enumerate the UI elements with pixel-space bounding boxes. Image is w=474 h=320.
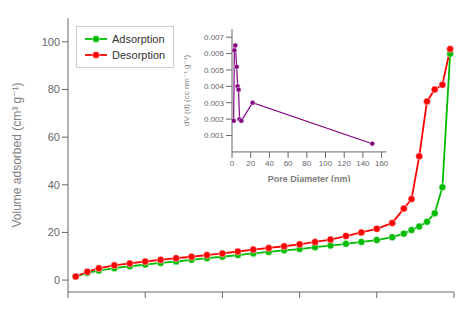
svg-text:0: 0 bbox=[54, 274, 60, 286]
html-text:Desorption: Desorption bbox=[112, 49, 166, 61]
svg-text:140: 140 bbox=[356, 159, 370, 168]
svg-text:100: 100 bbox=[42, 36, 60, 48]
svg-text:60: 60 bbox=[48, 131, 60, 143]
svg-text:0.004: 0.004 bbox=[204, 83, 225, 92]
svg-text:0: 0 bbox=[230, 159, 235, 168]
svg-text:40: 40 bbox=[265, 159, 274, 168]
svg-text:80: 80 bbox=[302, 159, 311, 168]
svg-text:0.002: 0.002 bbox=[204, 115, 225, 124]
svg-text:0.003: 0.003 bbox=[204, 99, 225, 108]
svg-text:20: 20 bbox=[246, 159, 255, 168]
svg-text:Pore Diameter (nm): Pore Diameter (nm) bbox=[267, 174, 350, 182]
svg-text:0.001: 0.001 bbox=[204, 132, 225, 141]
svg-text:40: 40 bbox=[48, 179, 60, 191]
svg-text:120: 120 bbox=[337, 159, 351, 168]
svg-text:0.005: 0.005 bbox=[204, 66, 225, 75]
svg-text:60: 60 bbox=[283, 159, 292, 168]
svg-text:dV (d) (cc nm⁻¹ g⁻¹): dV (d) (cc nm⁻¹ g⁻¹) bbox=[184, 55, 191, 126]
svg-text:0.006: 0.006 bbox=[204, 50, 225, 59]
svg-text:20: 20 bbox=[48, 226, 60, 238]
svg-text:80: 80 bbox=[48, 83, 60, 95]
svg-text:160: 160 bbox=[375, 159, 389, 168]
html-text:Adsorption: Adsorption bbox=[112, 33, 165, 45]
svg-text:100: 100 bbox=[319, 159, 333, 168]
svg-text:Volume adsorbed (cm³ g⁻¹): Volume adsorbed (cm³ g⁻¹) bbox=[10, 82, 24, 227]
svg-text:0.007: 0.007 bbox=[204, 34, 225, 43]
